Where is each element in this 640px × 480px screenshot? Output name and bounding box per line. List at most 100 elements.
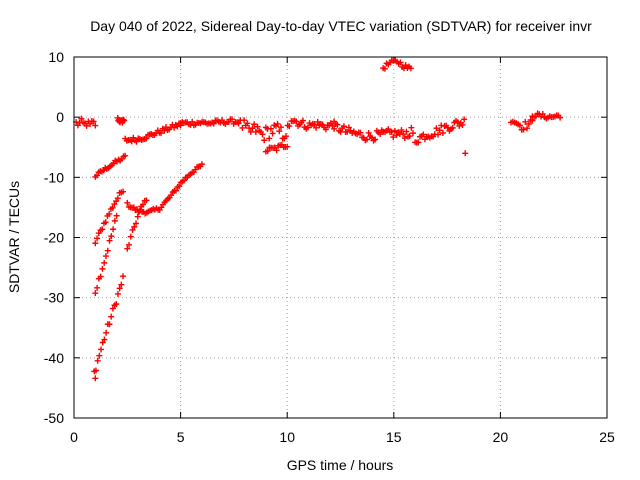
data-point <box>114 195 121 202</box>
x-axis-label: GPS time / hours <box>287 457 394 473</box>
data-point <box>363 136 370 143</box>
data-point <box>391 127 398 134</box>
x-tick-label: 0 <box>70 429 78 445</box>
data-point <box>109 305 116 312</box>
data-point <box>403 128 410 135</box>
data-point <box>461 116 468 123</box>
data-point <box>93 172 100 179</box>
data-point <box>210 120 217 127</box>
y-tick-label: 0 <box>56 109 64 125</box>
data-point <box>92 240 99 247</box>
data-point <box>98 346 105 353</box>
data-point <box>273 147 280 154</box>
data-point <box>90 118 97 125</box>
data-point <box>104 247 111 254</box>
data-point <box>124 199 131 206</box>
data-point <box>244 120 251 127</box>
data-point <box>122 152 129 159</box>
plot-frame <box>73 56 608 419</box>
data-point <box>397 59 404 66</box>
data-point <box>118 281 125 288</box>
data-point <box>168 192 175 199</box>
data-point <box>126 241 133 248</box>
data-point <box>264 148 271 155</box>
data-point <box>99 265 106 272</box>
data-point <box>92 375 99 382</box>
data-point <box>252 128 259 135</box>
data-point <box>116 285 123 292</box>
data-point <box>129 226 136 233</box>
data-point <box>127 233 134 240</box>
data-point <box>139 201 146 208</box>
axis-ticks: 0 5 10 15 20 25 10 0 -10 -20 -30 -40 -50 <box>44 49 615 445</box>
x-tick-label: 10 <box>279 429 295 445</box>
data-point <box>143 197 150 204</box>
data-point <box>454 119 461 126</box>
data-point <box>143 135 150 142</box>
data-point <box>357 129 364 136</box>
data-point <box>110 226 117 233</box>
data-point <box>304 124 311 131</box>
data-point <box>101 259 108 266</box>
data-point <box>120 273 127 280</box>
x-tick-label: 20 <box>493 429 509 445</box>
data-point <box>313 124 320 131</box>
data-point <box>282 133 289 140</box>
data-point <box>433 125 440 132</box>
data-point <box>398 127 405 134</box>
data-point <box>532 113 539 120</box>
data-point <box>311 121 318 128</box>
data-point <box>114 290 121 297</box>
data-point <box>334 121 341 128</box>
data-point <box>408 124 415 131</box>
data-point <box>113 212 120 219</box>
data-point <box>274 120 281 127</box>
data-point <box>401 135 408 142</box>
data-point <box>400 131 407 138</box>
data-point <box>372 136 379 143</box>
data-point <box>94 284 101 291</box>
data-point <box>96 352 103 359</box>
data-point <box>106 321 113 328</box>
x-tick-label: 5 <box>177 429 185 445</box>
data-point <box>97 273 104 280</box>
data-point <box>254 123 261 130</box>
data-point <box>134 213 141 220</box>
data-point <box>269 130 276 137</box>
data-point <box>365 129 372 136</box>
data-point <box>539 110 546 117</box>
data-point <box>459 121 466 128</box>
data-point <box>101 336 108 343</box>
data-point <box>189 118 196 125</box>
grid-lines <box>74 57 607 418</box>
data-point <box>229 116 236 123</box>
data-point <box>261 137 268 144</box>
y-tick-label: -20 <box>44 230 64 246</box>
data-point <box>241 117 248 124</box>
y-tick-label: -10 <box>44 169 64 185</box>
data-point <box>284 143 291 150</box>
data-point <box>198 161 205 168</box>
data-point <box>344 128 351 135</box>
data-point <box>266 135 273 142</box>
data-point <box>158 130 165 137</box>
data-point <box>94 357 101 364</box>
data-point <box>415 139 422 146</box>
data-point <box>407 65 414 72</box>
data-points <box>73 57 564 382</box>
y-tick-label: -50 <box>44 410 64 426</box>
data-point <box>92 367 99 374</box>
data-point <box>388 128 395 135</box>
data-point <box>249 125 256 132</box>
data-point <box>345 124 352 131</box>
data-point <box>524 125 531 132</box>
data-point <box>102 219 109 226</box>
data-point <box>176 183 183 190</box>
data-point <box>235 120 242 127</box>
data-point <box>406 133 413 140</box>
data-point <box>331 125 338 132</box>
data-point <box>381 65 388 72</box>
data-point <box>293 118 300 125</box>
y-tick-label: -40 <box>44 350 64 366</box>
data-point <box>390 134 397 141</box>
